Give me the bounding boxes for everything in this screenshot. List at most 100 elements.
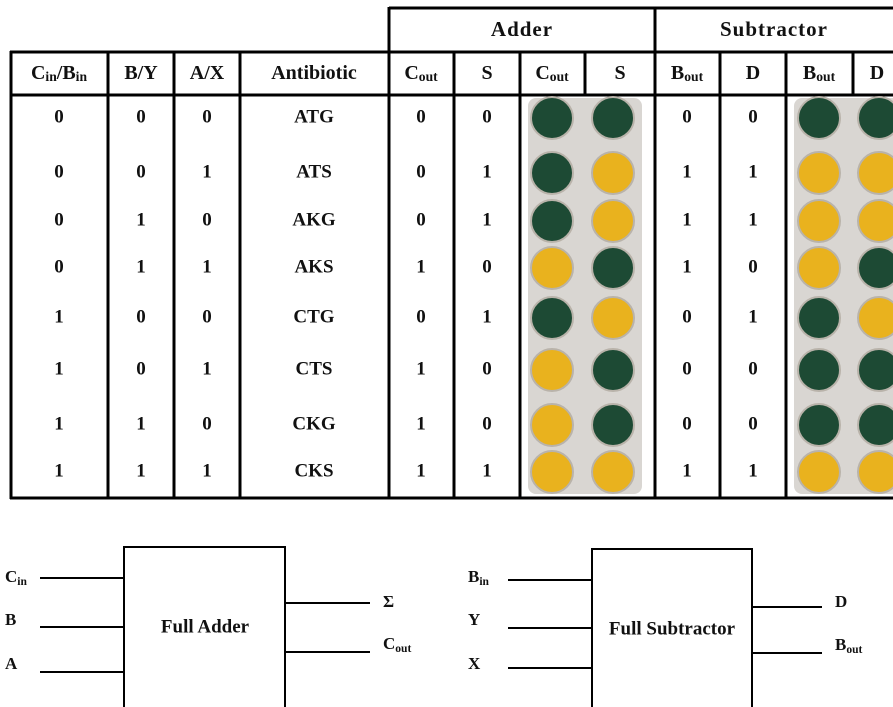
column-header: Bout — [803, 62, 836, 85]
cell-value: 1 — [202, 256, 212, 277]
column-header: Cin/Bin — [31, 62, 87, 85]
output-label: Bout — [835, 635, 863, 656]
cell-value: 1 — [416, 358, 426, 379]
well — [797, 199, 841, 243]
cell-value: 1 — [136, 460, 146, 481]
cell-value: 0 — [54, 256, 64, 277]
well — [857, 348, 893, 392]
cell-value: 0 — [482, 256, 492, 277]
cell-value: 0 — [202, 413, 212, 434]
text: B — [835, 635, 846, 654]
cell-value: 1 — [202, 161, 212, 182]
well — [857, 199, 893, 243]
text: S — [614, 62, 625, 84]
cell-value: 0 — [416, 161, 426, 182]
subscript: out — [419, 69, 438, 84]
cell-value: 0 — [748, 256, 758, 277]
cell-value: 0 — [202, 209, 212, 230]
text: Σ — [383, 592, 394, 611]
text: B — [468, 567, 479, 586]
text: D — [746, 62, 760, 84]
text: C — [404, 62, 418, 84]
antibiotic: CKS — [294, 460, 333, 481]
antibiotic: ATG — [294, 106, 334, 127]
well — [857, 151, 893, 195]
cell-value: 1 — [54, 358, 64, 379]
subscript: in — [45, 69, 57, 84]
subscript: in — [479, 575, 489, 588]
cell-value: 1 — [54, 460, 64, 481]
cell-value: 1 — [136, 209, 146, 230]
group-header: Adder — [491, 17, 553, 41]
cell-value: 1 — [482, 161, 492, 182]
cell-value: 0 — [748, 413, 758, 434]
cell-value: 0 — [482, 106, 492, 127]
subscript: out — [395, 642, 411, 655]
column-header: S — [481, 62, 492, 84]
cell-value: 1 — [202, 358, 212, 379]
antibiotic: CKG — [292, 413, 336, 434]
cell-value: 1 — [482, 460, 492, 481]
cell-value: 1 — [748, 460, 758, 481]
well — [857, 296, 893, 340]
cell-value: 1 — [416, 413, 426, 434]
cell-value: 1 — [748, 306, 758, 327]
cell-value: 1 — [482, 306, 492, 327]
well — [857, 450, 893, 494]
input-label: B — [5, 610, 16, 629]
cell-value: 0 — [54, 106, 64, 127]
text: S — [481, 62, 492, 84]
text: D — [870, 62, 884, 84]
cell-value: 0 — [482, 413, 492, 434]
subscript: in — [76, 69, 88, 84]
text: A — [5, 654, 18, 673]
cell-value: 0 — [748, 106, 758, 127]
text: C — [5, 567, 17, 586]
group-header: Subtractor — [720, 17, 828, 41]
cell-value: 1 — [748, 209, 758, 230]
cell-value: 1 — [202, 460, 212, 481]
text: Antibiotic — [271, 62, 357, 84]
well — [797, 450, 841, 494]
cell-value: 0 — [136, 306, 146, 327]
cell-value: 1 — [682, 209, 692, 230]
well — [797, 246, 841, 290]
cell-value: 0 — [416, 106, 426, 127]
input-label: Cin — [5, 567, 27, 588]
text: C — [383, 634, 395, 653]
well — [530, 96, 574, 140]
cell-value: 1 — [416, 460, 426, 481]
column-header: Cout — [404, 62, 438, 85]
well — [591, 403, 635, 447]
cell-value: 0 — [202, 106, 212, 127]
antibiotic: CTS — [296, 358, 333, 379]
antibiotic: AKS — [294, 256, 333, 277]
input-label: Bin — [468, 567, 490, 588]
cell-value: 1 — [482, 209, 492, 230]
cell-value: 0 — [682, 306, 692, 327]
text: X — [468, 654, 481, 673]
well — [857, 96, 893, 140]
cell-value: 0 — [54, 209, 64, 230]
cell-value: 0 — [136, 106, 146, 127]
well — [591, 151, 635, 195]
cell-value: 0 — [202, 306, 212, 327]
well — [591, 199, 635, 243]
column-header: B/Y — [124, 62, 158, 84]
output-label: Σ — [383, 592, 394, 611]
output-label: Cout — [383, 634, 411, 655]
text: C — [31, 62, 45, 84]
well — [591, 450, 635, 494]
input-label: A — [5, 654, 18, 673]
cell-value: 1 — [682, 256, 692, 277]
output-label: D — [835, 592, 847, 611]
cell-value: 1 — [136, 256, 146, 277]
cell-value: 1 — [416, 256, 426, 277]
text: C — [535, 62, 549, 84]
well — [530, 348, 574, 392]
cell-value: 0 — [416, 306, 426, 327]
well — [797, 96, 841, 140]
cell-value: 1 — [682, 161, 692, 182]
text: Y — [468, 610, 480, 629]
text: D — [835, 592, 847, 611]
